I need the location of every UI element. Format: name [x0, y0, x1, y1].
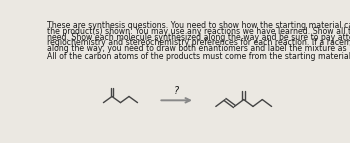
Text: regiochemistry and stereochemistry preferences for each reaction. If a racemic m: regiochemistry and stereochemistry prefe… — [47, 38, 350, 47]
Text: the product(s) shown. You may use any reactions we have learned. Show all the re: the product(s) shown. You may use any re… — [47, 27, 350, 36]
Text: along the way, you need to draw both enantiomers and label the mixture as "racem: along the way, you need to draw both ena… — [47, 44, 350, 53]
Text: All of the carbon atoms of the products must come from the starting material(s)!: All of the carbon atoms of the products … — [47, 52, 350, 61]
Text: ?: ? — [174, 86, 179, 96]
Text: need. Show each molecule synthesized along the way and be sure to pay attention : need. Show each molecule synthesized alo… — [47, 33, 350, 42]
Text: These are synthesis questions. You need to show how the starting material can be: These are synthesis questions. You need … — [47, 21, 350, 30]
